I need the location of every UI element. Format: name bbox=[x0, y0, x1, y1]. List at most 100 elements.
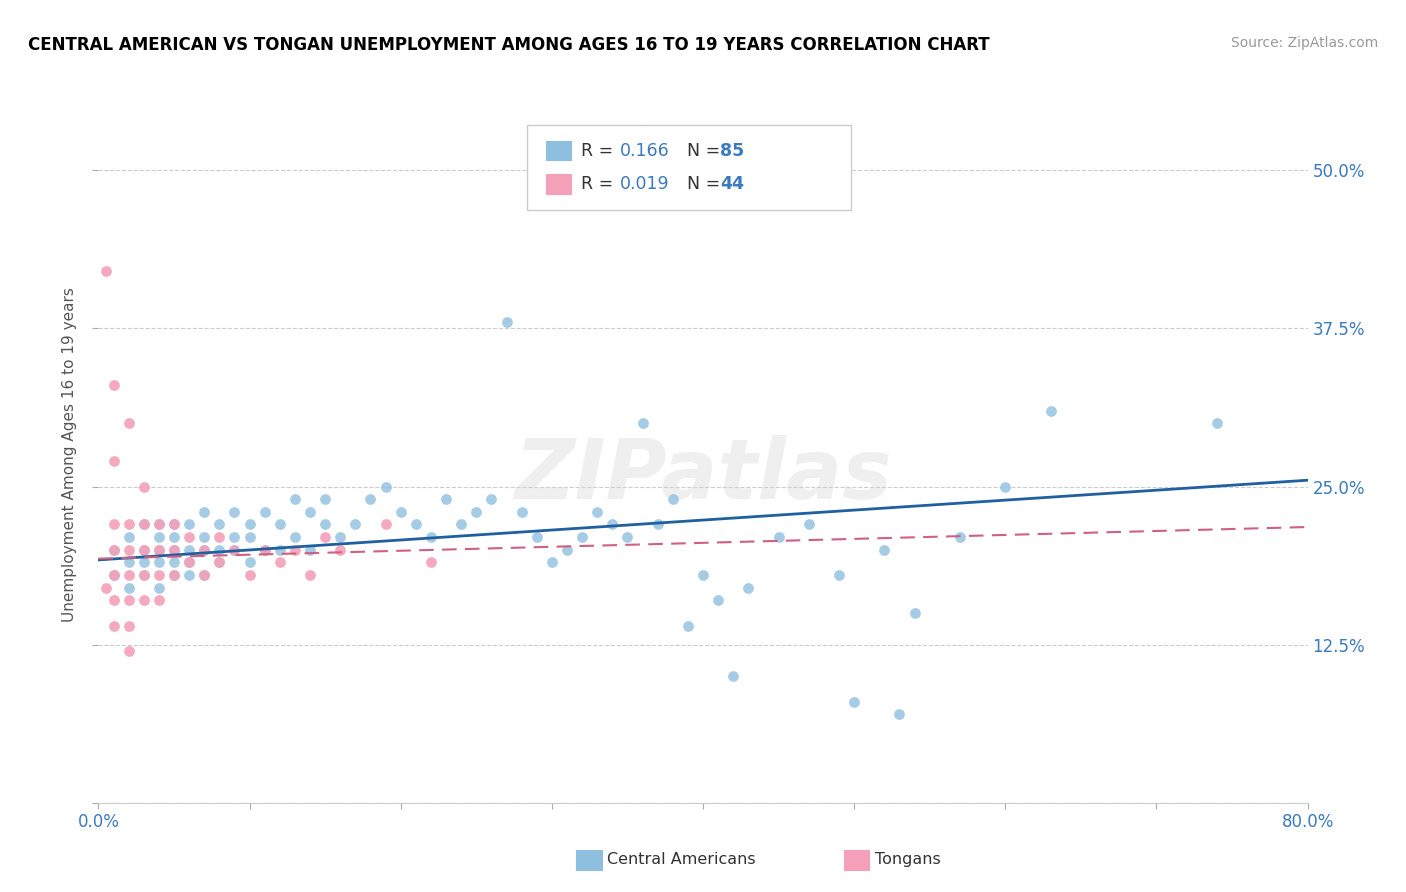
Point bbox=[253, 542, 276, 557]
Point bbox=[148, 530, 170, 544]
Point bbox=[844, 695, 866, 709]
Point bbox=[132, 556, 155, 570]
Point bbox=[994, 479, 1017, 493]
Point bbox=[193, 568, 215, 582]
Point bbox=[374, 517, 396, 532]
Point bbox=[103, 568, 125, 582]
Point bbox=[737, 581, 759, 595]
Point bbox=[193, 505, 215, 519]
Y-axis label: Unemployment Among Ages 16 to 19 years: Unemployment Among Ages 16 to 19 years bbox=[62, 287, 77, 623]
Point bbox=[132, 542, 155, 557]
Point bbox=[148, 568, 170, 582]
Text: R =: R = bbox=[581, 142, 619, 160]
Point bbox=[239, 568, 262, 582]
Point bbox=[269, 556, 291, 570]
Point bbox=[132, 479, 155, 493]
Text: ZIPatlas: ZIPatlas bbox=[515, 435, 891, 516]
Point bbox=[299, 542, 322, 557]
Point bbox=[284, 492, 307, 507]
Point bbox=[179, 568, 201, 582]
Point bbox=[193, 568, 215, 582]
Point bbox=[1039, 403, 1062, 417]
Point bbox=[344, 517, 367, 532]
Text: Central Americans: Central Americans bbox=[607, 853, 756, 867]
Point bbox=[420, 530, 443, 544]
Point bbox=[889, 707, 911, 722]
Text: CENTRAL AMERICAN VS TONGAN UNEMPLOYMENT AMONG AGES 16 TO 19 YEARS CORRELATION CH: CENTRAL AMERICAN VS TONGAN UNEMPLOYMENT … bbox=[28, 36, 990, 54]
Point bbox=[103, 454, 125, 468]
Point bbox=[647, 517, 669, 532]
Text: 0.019: 0.019 bbox=[620, 175, 669, 193]
Point bbox=[163, 568, 186, 582]
Point bbox=[299, 505, 322, 519]
Point bbox=[299, 568, 322, 582]
Point bbox=[103, 568, 125, 582]
Point bbox=[224, 542, 246, 557]
Point bbox=[224, 505, 246, 519]
Point bbox=[239, 517, 262, 532]
Point bbox=[148, 517, 170, 532]
Point bbox=[360, 492, 382, 507]
Point bbox=[163, 542, 186, 557]
Point bbox=[269, 542, 291, 557]
Point bbox=[768, 530, 790, 544]
Point bbox=[253, 505, 276, 519]
Text: Tongans: Tongans bbox=[875, 853, 941, 867]
Point bbox=[405, 517, 427, 532]
Point bbox=[163, 517, 186, 532]
Point bbox=[495, 315, 517, 329]
Point bbox=[179, 556, 201, 570]
Text: N =: N = bbox=[676, 142, 725, 160]
Point bbox=[555, 542, 578, 557]
Point bbox=[148, 593, 170, 607]
Point bbox=[193, 542, 215, 557]
Text: Source: ZipAtlas.com: Source: ZipAtlas.com bbox=[1230, 36, 1378, 50]
Point bbox=[193, 530, 215, 544]
Point bbox=[163, 517, 186, 532]
Point bbox=[374, 479, 396, 493]
Point bbox=[510, 505, 533, 519]
Point bbox=[163, 530, 186, 544]
Point bbox=[103, 618, 125, 632]
Text: 0.166: 0.166 bbox=[620, 142, 669, 160]
Point bbox=[571, 530, 593, 544]
Point bbox=[602, 517, 624, 532]
Point bbox=[631, 417, 654, 431]
Point bbox=[163, 568, 186, 582]
Point bbox=[148, 581, 170, 595]
Point bbox=[132, 568, 155, 582]
Point bbox=[586, 505, 609, 519]
Point bbox=[828, 568, 851, 582]
Text: 44: 44 bbox=[720, 175, 744, 193]
Point bbox=[269, 517, 291, 532]
Point bbox=[118, 542, 141, 557]
Point bbox=[118, 618, 141, 632]
Point bbox=[118, 417, 141, 431]
Point bbox=[118, 644, 141, 658]
Point bbox=[284, 542, 307, 557]
Point bbox=[239, 556, 262, 570]
Point bbox=[797, 517, 820, 532]
Point bbox=[118, 556, 141, 570]
Point bbox=[179, 530, 201, 544]
Point bbox=[314, 530, 336, 544]
Point bbox=[329, 542, 352, 557]
Point bbox=[118, 568, 141, 582]
Point bbox=[132, 542, 155, 557]
Point bbox=[314, 492, 336, 507]
Point bbox=[179, 517, 201, 532]
Point bbox=[692, 568, 714, 582]
Point bbox=[253, 542, 276, 557]
Point bbox=[103, 517, 125, 532]
Point bbox=[148, 542, 170, 557]
Point bbox=[132, 517, 155, 532]
Point bbox=[465, 505, 488, 519]
Point bbox=[329, 530, 352, 544]
Point bbox=[707, 593, 730, 607]
Point bbox=[540, 556, 562, 570]
Point bbox=[389, 505, 412, 519]
Point bbox=[661, 492, 683, 507]
Point bbox=[94, 581, 117, 595]
Point bbox=[450, 517, 472, 532]
Point bbox=[132, 593, 155, 607]
